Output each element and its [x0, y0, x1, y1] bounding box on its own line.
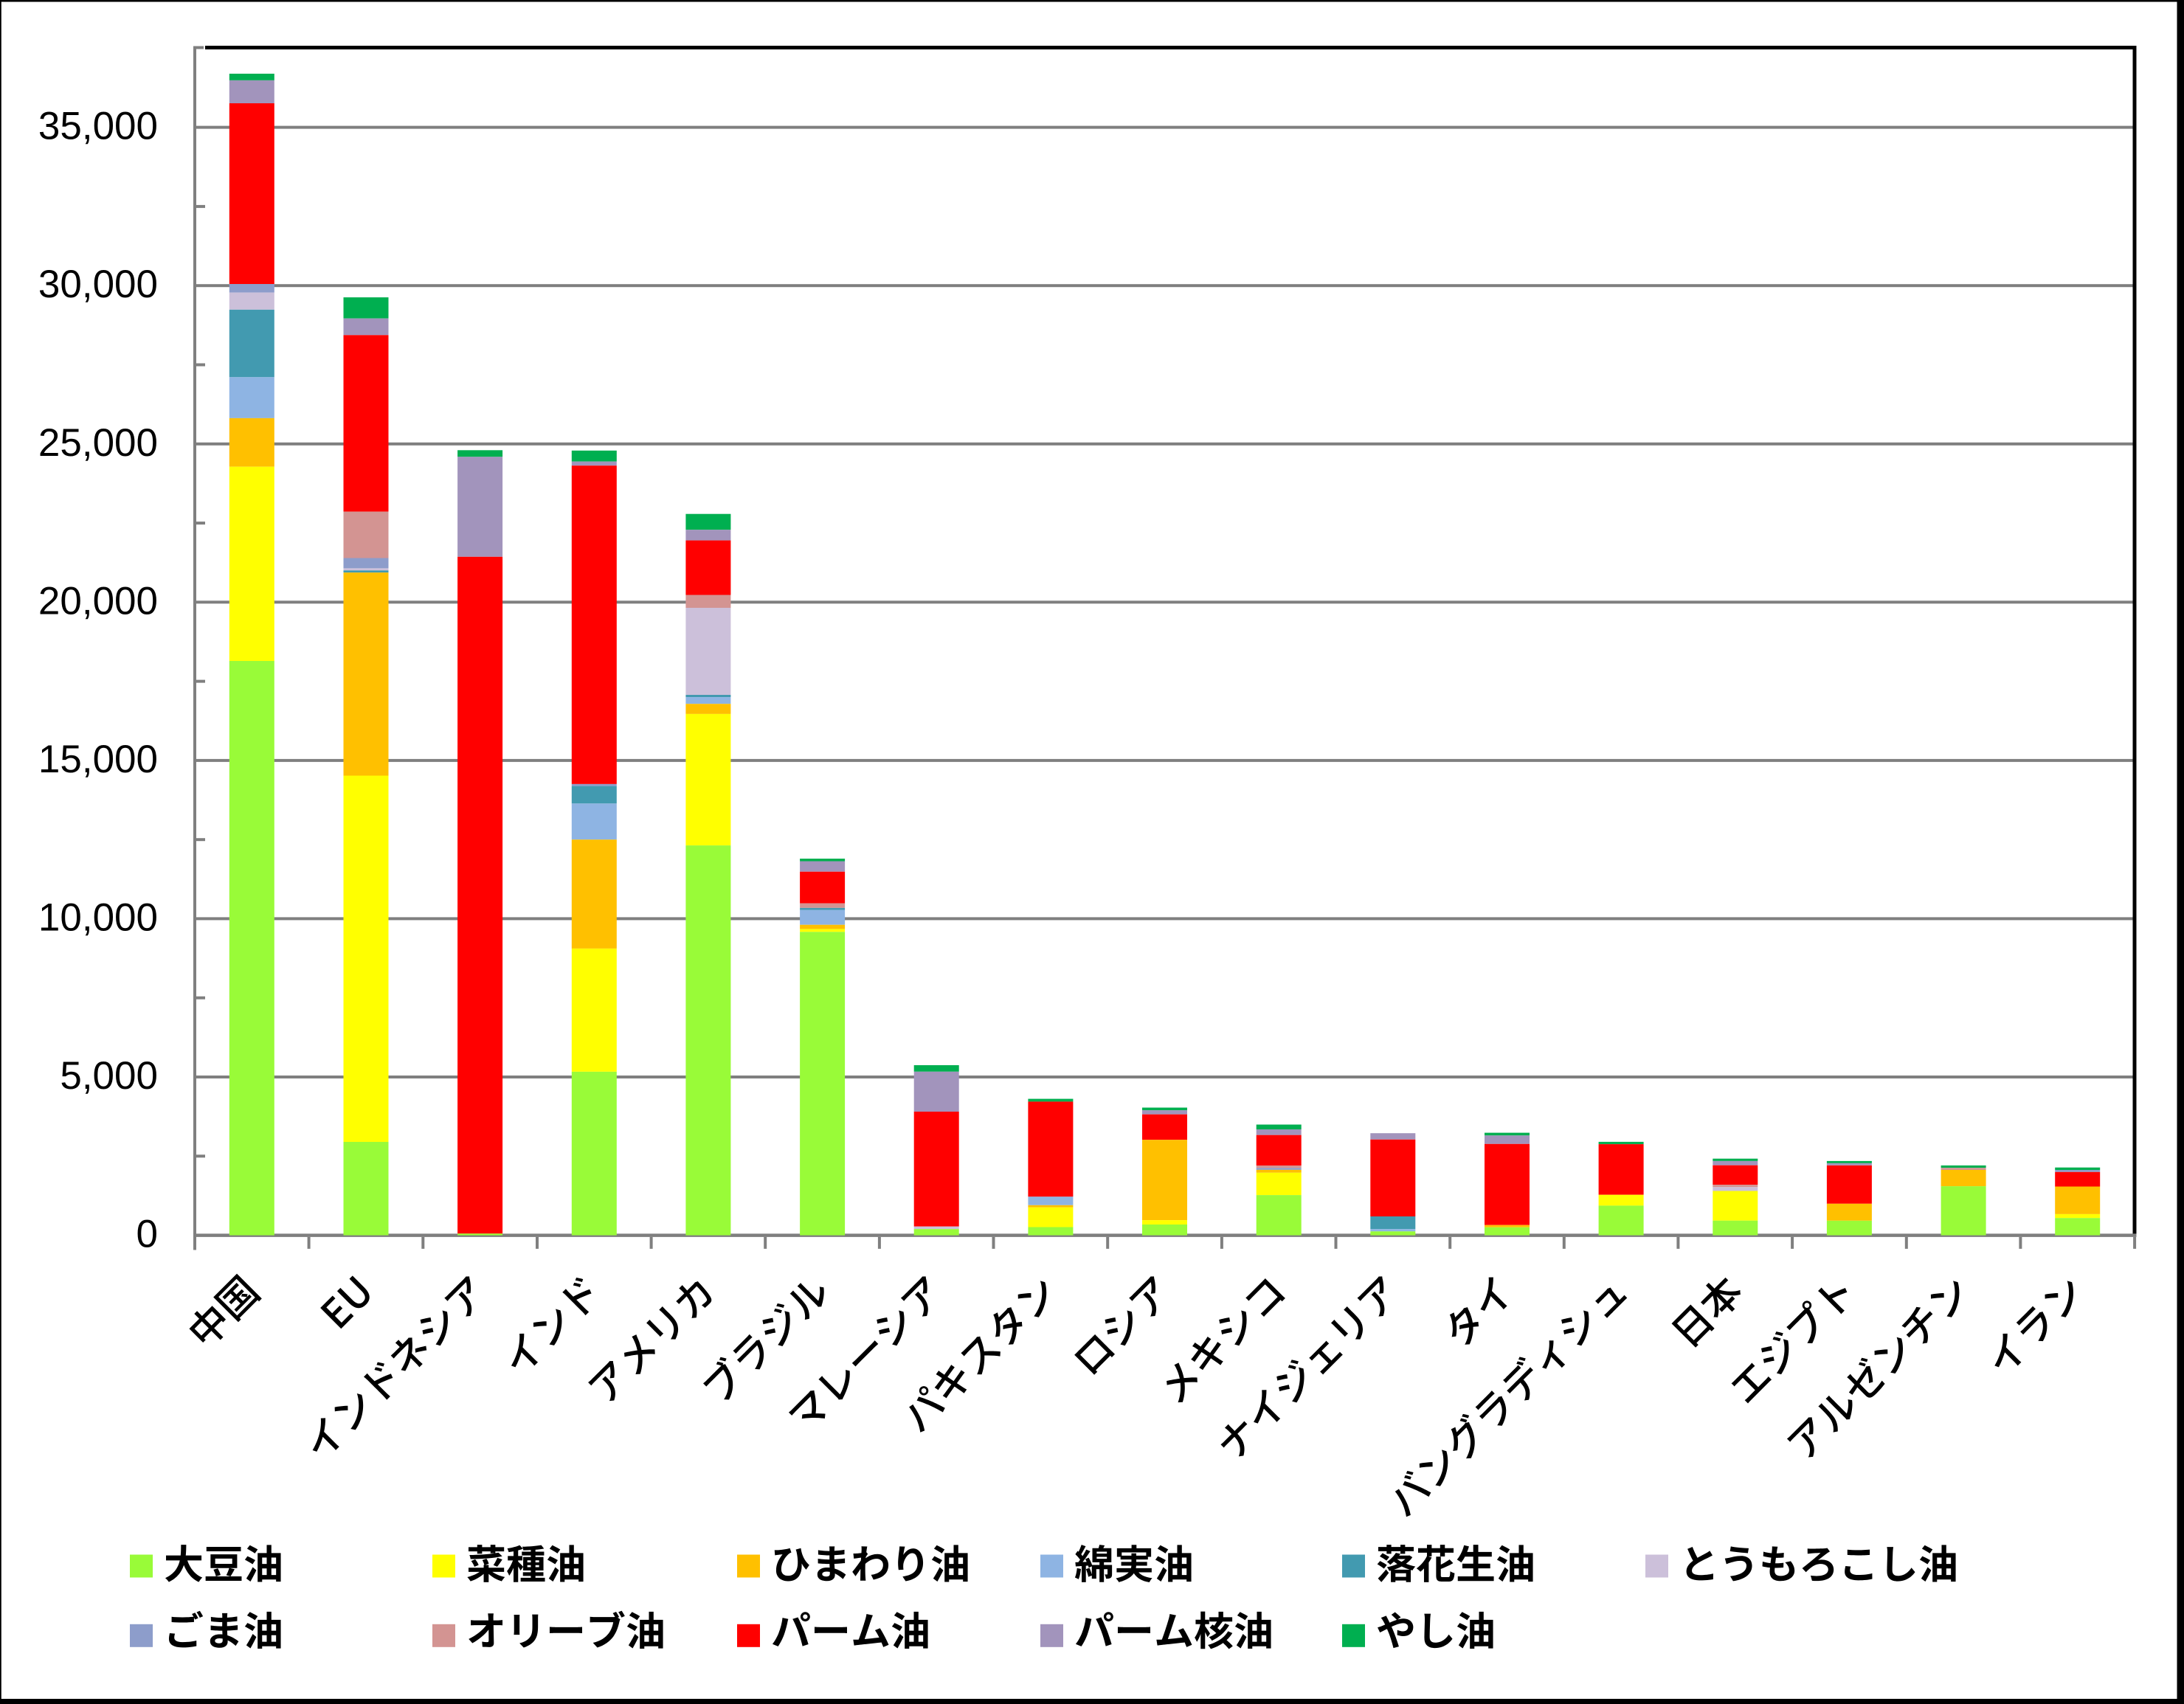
svg-text:0: 0 — [136, 1213, 158, 1256]
svg-text:35,000: 35,000 — [38, 105, 158, 148]
svg-text:25,000: 25,000 — [38, 421, 158, 465]
svg-text:20,000: 20,000 — [38, 579, 158, 623]
svg-text:15,000: 15,000 — [38, 738, 158, 781]
svg-text:30,000: 30,000 — [38, 263, 158, 306]
svg-text:10,000: 10,000 — [38, 896, 158, 939]
svg-text:5,000: 5,000 — [60, 1054, 158, 1098]
